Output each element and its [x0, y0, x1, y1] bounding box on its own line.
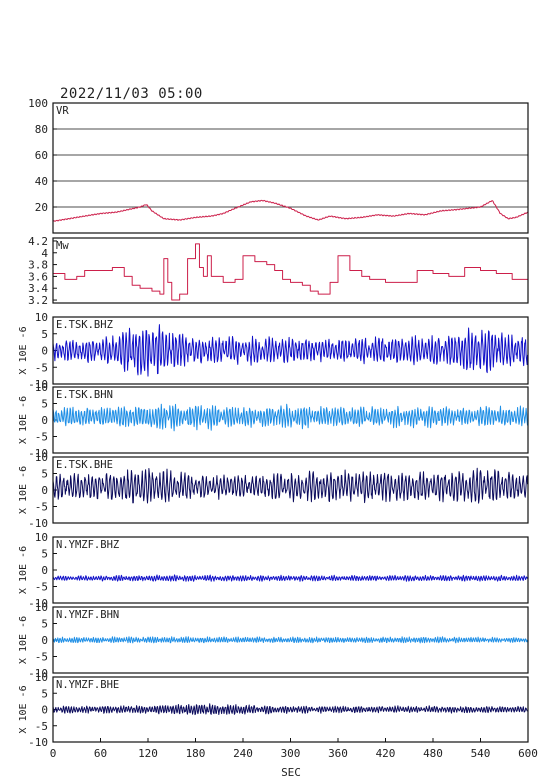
- x-axis-label: SEC: [281, 766, 301, 779]
- panel-frame: [52, 237, 529, 304]
- panel-tsk-bhn: -10 -5 0 5 10 E.TSK.BHN X 10E -6: [18, 381, 529, 460]
- y-tick-label: 0: [41, 634, 48, 647]
- y-unit-label: X 10E -6: [18, 546, 29, 594]
- panel-frame: [52, 316, 529, 385]
- series-line: [52, 703, 528, 716]
- y-tick-label: 5: [41, 687, 48, 700]
- y-tick-label: -5: [35, 361, 48, 374]
- panel-label: VR: [56, 105, 69, 117]
- y-tick-label: 10: [35, 311, 48, 324]
- y-tick-label: 0: [41, 345, 48, 358]
- series-line: [52, 324, 528, 377]
- panel-label: E.TSK.BHE: [56, 459, 113, 471]
- panel-ymzf-bhe: -10 -5 0 5 10 N.YMZF.BHE X 10E -6: [18, 671, 529, 749]
- series-line: [52, 403, 528, 432]
- y-tick-label: -10: [28, 447, 48, 460]
- x-tick-label: 0: [50, 747, 57, 760]
- x-tick-label: 300: [281, 747, 301, 760]
- series-line: [53, 243, 529, 301]
- y-tick-label: -5: [35, 431, 48, 444]
- y-unit-label: X 10E -6: [18, 466, 29, 514]
- y-tick-label: 3.6: [28, 270, 48, 283]
- y-unit-label: X 10E -6: [18, 326, 29, 374]
- y-tick-label: 5: [41, 328, 48, 341]
- y-tick-label: 5: [41, 468, 48, 481]
- y-tick-label: 80: [35, 123, 48, 136]
- panel-label: N.YMZF.BHZ: [56, 539, 119, 551]
- series-line: [52, 199, 529, 222]
- y-tick-label: 3.2: [28, 294, 48, 307]
- panel-label: N.YMZF.BHN: [56, 609, 119, 621]
- y-unit-label: X 10E -6: [18, 616, 29, 664]
- y-unit-label: X 10E -6: [18, 396, 29, 444]
- y-tick-label: 0: [41, 704, 48, 717]
- panel-frame: [52, 102, 529, 234]
- y-tick-label: 10: [35, 601, 48, 614]
- y-tick-label: 3.4: [28, 282, 48, 295]
- y-tick-label: 4.2: [28, 235, 48, 248]
- y-tick-label: 4: [41, 247, 48, 260]
- x-tick-label: 540: [471, 747, 491, 760]
- x-tick-label: 360: [328, 747, 348, 760]
- x-tick-label: 600: [518, 747, 538, 760]
- panel-vr: 20 40 60 80 100 VR: [28, 97, 529, 234]
- x-tick-label: 240: [233, 747, 253, 760]
- panel-frame: [52, 606, 529, 674]
- y-tick-label: 20: [35, 201, 48, 214]
- panel-frame: [52, 386, 529, 454]
- panel-ymzf-bhn: -10 -5 0 5 10 N.YMZF.BHN X 10E -6: [18, 601, 529, 680]
- y-tick-label: 10: [35, 381, 48, 394]
- y-tick-label: 0: [41, 564, 48, 577]
- y-tick-label: -5: [35, 581, 48, 594]
- series-line: [52, 574, 528, 582]
- y-tick-label: 10: [35, 451, 48, 464]
- series-line: [52, 636, 528, 644]
- panel-label: Mw: [56, 240, 69, 252]
- figure-datetime: 2022/11/03 05:00: [60, 86, 203, 102]
- x-tick-label: 420: [376, 747, 396, 760]
- x-tick-label: 480: [423, 747, 443, 760]
- y-tick-label: 3.8: [28, 259, 48, 272]
- y-tick-label: 60: [35, 149, 48, 162]
- y-tick-label: 5: [41, 398, 48, 411]
- x-tick-label: 60: [94, 747, 107, 760]
- y-tick-label: 0: [41, 484, 48, 497]
- y-tick-label: 0: [41, 414, 48, 427]
- y-tick-label: -10: [28, 667, 48, 680]
- x-tick-label: 180: [186, 747, 206, 760]
- panel-frame: [52, 536, 529, 604]
- panel-mw: 3.23.43.63.844.2 Mw: [28, 235, 529, 307]
- panel-tsk-bhz: -10 -5 0 5 10 E.TSK.BHZ X 10E -6: [18, 311, 529, 391]
- panel-label: N.YMZF.BHE: [56, 679, 119, 691]
- series-line: [52, 467, 528, 504]
- y-tick-label: 10: [35, 531, 48, 544]
- y-tick-label: 5: [41, 548, 48, 561]
- y-tick-label: 100: [28, 97, 48, 110]
- y-tick-label: -10: [28, 736, 48, 749]
- y-tick-label: -10: [28, 597, 48, 610]
- y-tick-label: -5: [35, 501, 48, 514]
- panel-frame: [52, 456, 529, 524]
- y-tick-label: 5: [41, 618, 48, 631]
- panel-label: E.TSK.BHZ: [56, 319, 113, 331]
- y-tick-label: -10: [28, 378, 48, 391]
- panel-ymzf-bhz: -10 -5 0 5 10 N.YMZF.BHZ X 10E -6: [18, 531, 529, 610]
- panel-label: E.TSK.BHN: [56, 389, 113, 401]
- y-tick-label: -5: [35, 651, 48, 664]
- y-unit-label: X 10E -6: [18, 685, 29, 733]
- y-tick-label: 10: [35, 671, 48, 684]
- x-tick-label: 120: [138, 747, 158, 760]
- panel-tsk-bhe: -10 -5 0 5 10 E.TSK.BHE X 10E -6: [18, 451, 529, 530]
- y-tick-label: -5: [35, 720, 48, 733]
- y-tick-label: -10: [28, 517, 48, 530]
- x-axis: 0 60 120 180 240 300 360 420 480 540 600: [50, 738, 538, 760]
- y-tick-label: 40: [35, 175, 48, 188]
